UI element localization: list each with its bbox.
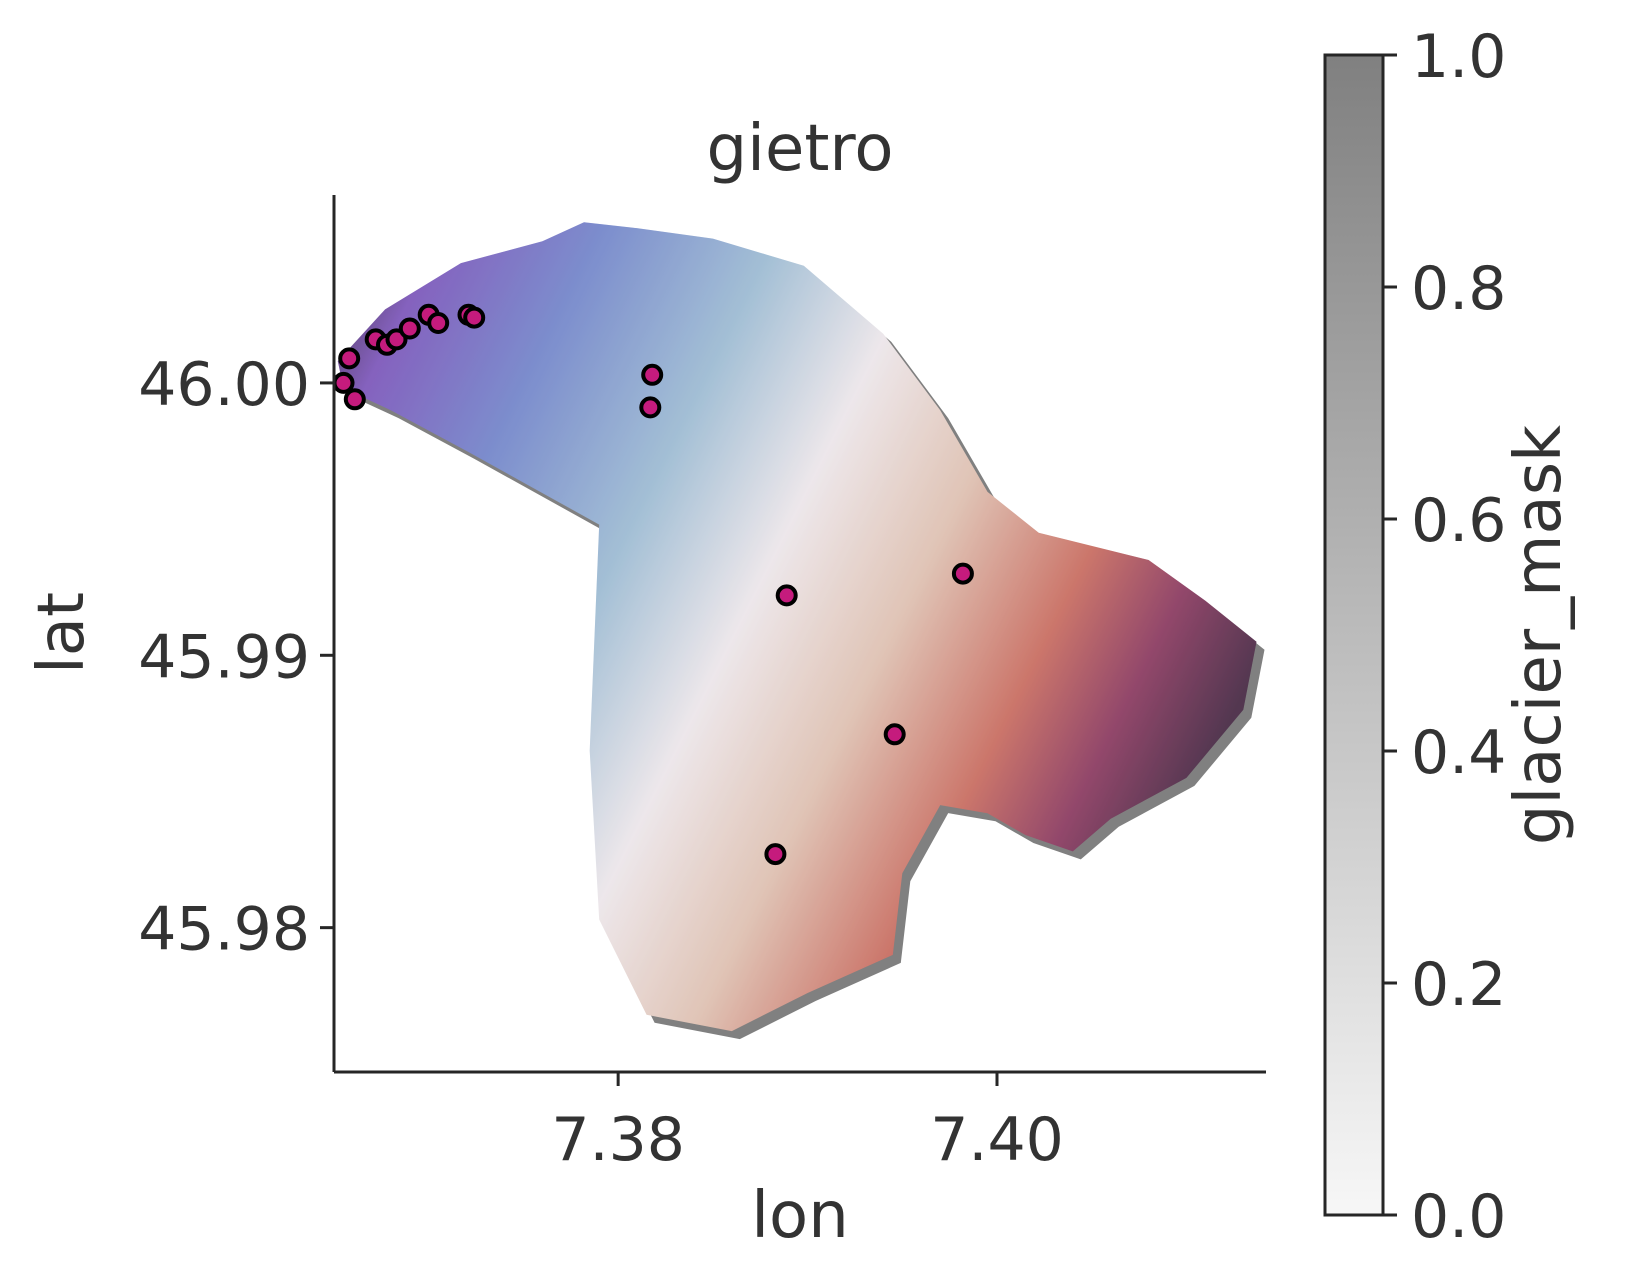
- stake-point: [343, 388, 366, 411]
- x-tick-label: 7.40: [930, 1105, 1064, 1175]
- stake-point: [764, 843, 787, 866]
- chart-title: gietro: [707, 112, 894, 186]
- colorbar-tick-label: 0.0: [1411, 1182, 1506, 1252]
- y-ticks: 45.98 45.99 46.00: [138, 350, 334, 965]
- stake-point: [775, 584, 798, 607]
- colorbar-tick-label: 0.2: [1411, 950, 1506, 1020]
- colorbar-tick-label: 0.6: [1411, 486, 1506, 556]
- x-tick-label: 7.38: [551, 1105, 685, 1175]
- stake-point: [463, 306, 486, 329]
- stake-point: [398, 317, 421, 340]
- x-ticks: 7.38 7.40: [551, 1072, 1064, 1175]
- stake-point: [883, 723, 906, 746]
- stakes-layer: [332, 303, 974, 866]
- colorbar-tick-label: 1.0: [1411, 22, 1506, 92]
- stake-point: [639, 396, 662, 419]
- glacier-surface-grid: [337, 222, 1257, 1032]
- y-tick-label: 45.99: [138, 622, 310, 692]
- stake-point: [338, 347, 361, 370]
- y-tick-label: 46.00: [138, 350, 310, 420]
- colorbar: [1323, 53, 1385, 1217]
- colorbar-label: glacier_mask: [1502, 425, 1576, 845]
- colorbar-tick-label: 0.8: [1411, 254, 1506, 324]
- stake-point: [332, 371, 355, 394]
- y-axis-label: lat: [25, 592, 99, 674]
- y-tick-label: 45.98: [138, 895, 310, 965]
- stake-point: [951, 562, 974, 585]
- colorbar-ticks: 0.0 0.2 0.4 0.6 0.8 1.0: [1383, 22, 1506, 1252]
- stake-point: [641, 363, 664, 386]
- stake-point: [427, 312, 450, 334]
- glacier-layer: [337, 222, 1265, 1040]
- colorbar-tick-label: 0.4: [1411, 718, 1506, 788]
- x-axis-label: lon: [751, 1179, 849, 1253]
